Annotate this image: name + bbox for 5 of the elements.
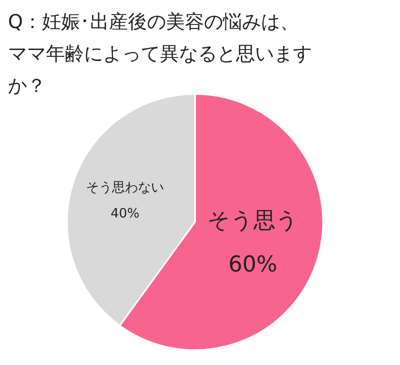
data-label: 40% <box>110 206 140 222</box>
slice-label: そう思う <box>207 208 298 234</box>
data-label: 60% <box>228 252 278 278</box>
slice-label: そう思わない <box>86 180 164 196</box>
chart-title: Q：妊娠･出産後の美容の悩みは、ママ年齢によって異なると思いますか？ <box>8 11 312 97</box>
